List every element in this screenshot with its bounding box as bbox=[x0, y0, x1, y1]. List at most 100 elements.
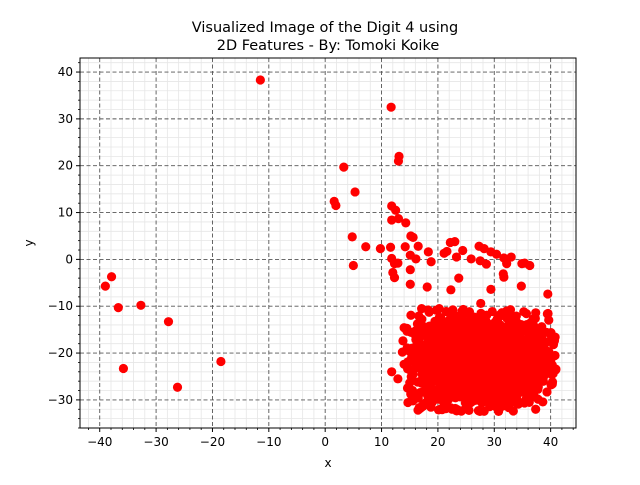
data-point bbox=[375, 244, 386, 254]
data-point bbox=[411, 341, 421, 352]
data-point bbox=[534, 327, 544, 337]
x-tick-label: 10 bbox=[374, 435, 389, 449]
data-point bbox=[499, 335, 510, 345]
data-point bbox=[481, 317, 492, 327]
data-point bbox=[437, 405, 447, 415]
x-tick-label: −30 bbox=[143, 435, 168, 449]
x-tick-label: −40 bbox=[87, 435, 112, 449]
data-point bbox=[387, 367, 397, 377]
data-point bbox=[509, 346, 519, 356]
data-point bbox=[441, 306, 451, 317]
data-point bbox=[423, 305, 433, 315]
data-point bbox=[531, 404, 541, 414]
data-point bbox=[339, 162, 349, 172]
data-point bbox=[548, 340, 559, 350]
data-point bbox=[424, 379, 434, 389]
data-point bbox=[422, 344, 432, 354]
data-point bbox=[451, 252, 462, 262]
plot-frame bbox=[79, 57, 577, 429]
data-point bbox=[405, 378, 415, 388]
x-tick-label: 40 bbox=[543, 435, 558, 449]
data-point bbox=[422, 282, 432, 292]
data-point bbox=[541, 327, 552, 337]
y-tick-label: −10 bbox=[48, 299, 73, 313]
data-point bbox=[393, 374, 403, 384]
data-point bbox=[406, 310, 416, 320]
data-point bbox=[485, 326, 495, 336]
data-point bbox=[481, 368, 491, 378]
data-point bbox=[494, 398, 505, 408]
data-point bbox=[466, 325, 476, 336]
data-point bbox=[477, 329, 488, 339]
data-point bbox=[466, 398, 476, 408]
x-tick-label: 30 bbox=[487, 435, 502, 449]
data-point bbox=[470, 317, 480, 327]
data-point bbox=[416, 326, 426, 336]
data-point bbox=[486, 399, 496, 409]
data-point bbox=[443, 365, 454, 375]
data-point bbox=[348, 260, 358, 271]
data-point bbox=[470, 380, 480, 390]
data-point bbox=[516, 319, 526, 330]
data-point bbox=[447, 324, 457, 334]
data-point bbox=[483, 351, 493, 361]
y-tick-label: 30 bbox=[58, 112, 73, 126]
data-point bbox=[434, 303, 444, 314]
data-point bbox=[464, 370, 474, 380]
data-point bbox=[466, 254, 476, 264]
data-point bbox=[417, 314, 427, 324]
data-point bbox=[136, 300, 146, 310]
data-point bbox=[510, 389, 520, 400]
data-point bbox=[418, 401, 428, 412]
data-point bbox=[457, 313, 467, 324]
x-tick-label: 0 bbox=[321, 435, 329, 449]
data-point bbox=[438, 396, 449, 407]
data-point bbox=[172, 382, 183, 392]
data-point bbox=[475, 406, 485, 416]
data-point bbox=[486, 284, 496, 294]
data-point bbox=[423, 247, 433, 257]
data-point bbox=[448, 372, 458, 382]
data-point bbox=[525, 387, 535, 397]
data-point bbox=[501, 311, 511, 322]
data-point bbox=[100, 281, 110, 291]
data-point bbox=[347, 232, 357, 242]
y-tick-label: 0 bbox=[65, 252, 73, 266]
data-point bbox=[433, 385, 444, 395]
x-tick-label: −10 bbox=[256, 435, 281, 449]
data-point bbox=[331, 200, 341, 211]
data-point bbox=[255, 75, 265, 85]
data-point bbox=[469, 390, 479, 400]
data-point bbox=[417, 378, 427, 388]
data-point bbox=[495, 390, 505, 401]
data-point bbox=[495, 359, 506, 369]
data-point bbox=[449, 343, 460, 353]
data-point bbox=[542, 387, 552, 397]
data-point bbox=[106, 272, 117, 282]
data-point bbox=[440, 383, 451, 393]
data-point bbox=[515, 333, 526, 343]
data-point bbox=[499, 272, 509, 282]
data-point bbox=[386, 102, 396, 112]
data-point bbox=[405, 265, 415, 275]
data-point bbox=[491, 342, 501, 352]
data-point bbox=[481, 259, 491, 269]
data-point bbox=[408, 396, 418, 406]
data-point bbox=[434, 314, 444, 324]
data-point bbox=[520, 362, 530, 372]
data-point bbox=[438, 332, 449, 342]
data-point bbox=[426, 257, 436, 267]
data-point bbox=[473, 335, 483, 345]
data-point bbox=[528, 366, 538, 376]
y-tick-label: −30 bbox=[48, 393, 73, 407]
data-point bbox=[441, 347, 452, 357]
data-point bbox=[391, 205, 401, 215]
data-point bbox=[476, 298, 486, 309]
data-point bbox=[508, 406, 518, 416]
data-point bbox=[399, 359, 409, 369]
data-point bbox=[431, 364, 441, 375]
data-point bbox=[400, 242, 410, 252]
data-point bbox=[411, 254, 421, 264]
data-point bbox=[489, 365, 499, 376]
